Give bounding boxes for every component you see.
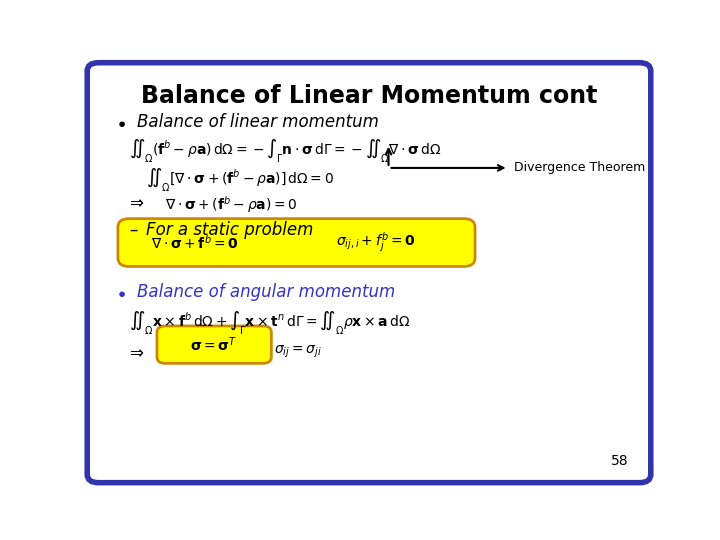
FancyBboxPatch shape xyxy=(118,219,475,266)
Text: Balance of angular momentum: Balance of angular momentum xyxy=(138,283,396,301)
FancyBboxPatch shape xyxy=(87,63,651,483)
Text: Balance of Linear Momentum cont: Balance of Linear Momentum cont xyxy=(141,84,597,107)
Text: $\nabla\cdot\mathbf{\sigma}+\mathbf{f}^b=\mathbf{0}$: $\nabla\cdot\mathbf{\sigma}+\mathbf{f}^b… xyxy=(151,234,239,252)
Text: –: – xyxy=(129,221,138,239)
Text: $\sigma_{ij}=\sigma_{ji}$: $\sigma_{ij}=\sigma_{ji}$ xyxy=(274,343,322,360)
Text: Balance of linear momentum: Balance of linear momentum xyxy=(138,113,379,131)
Text: $\iint_{\Omega}\mathbf{x}\times\mathbf{f}^b\,\mathrm{d}\Omega+\int_{\Gamma}\math: $\iint_{\Omega}\mathbf{x}\times\mathbf{f… xyxy=(129,310,410,338)
FancyBboxPatch shape xyxy=(157,326,271,363)
Text: $\nabla\cdot\mathbf{\sigma}+(\mathbf{f}^b-\rho\mathbf{a})=0$: $\nabla\cdot\mathbf{\sigma}+(\mathbf{f}^… xyxy=(166,194,298,214)
Text: $\iint_{\Omega}(\mathbf{f}^b - \rho\mathbf{a})\,\mathrm{d}\Omega = -\int_{\Gamma: $\iint_{\Omega}(\mathbf{f}^b - \rho\math… xyxy=(129,138,441,165)
Text: 58: 58 xyxy=(611,454,629,468)
Text: Divergence Theorem: Divergence Theorem xyxy=(514,161,645,174)
Text: For a static problem: For a static problem xyxy=(145,221,313,239)
Text: $\bullet$: $\bullet$ xyxy=(115,283,126,302)
Text: $\Rightarrow$: $\Rightarrow$ xyxy=(126,194,145,212)
Text: $\mathbf{\sigma}=\mathbf{\sigma}^T$: $\mathbf{\sigma}=\mathbf{\sigma}^T$ xyxy=(191,335,238,354)
Text: $\sigma_{ij,i}+f_j^b=\mathbf{0}$: $\sigma_{ij,i}+f_j^b=\mathbf{0}$ xyxy=(336,231,415,254)
Text: $\iint_{\Omega}[\nabla\cdot\mathbf{\sigma}+(\mathbf{f}^b-\rho\mathbf{a})]\,\math: $\iint_{\Omega}[\nabla\cdot\mathbf{\sigm… xyxy=(145,167,334,194)
Text: $\Rightarrow$: $\Rightarrow$ xyxy=(126,343,145,361)
Text: $\bullet$: $\bullet$ xyxy=(115,113,126,132)
